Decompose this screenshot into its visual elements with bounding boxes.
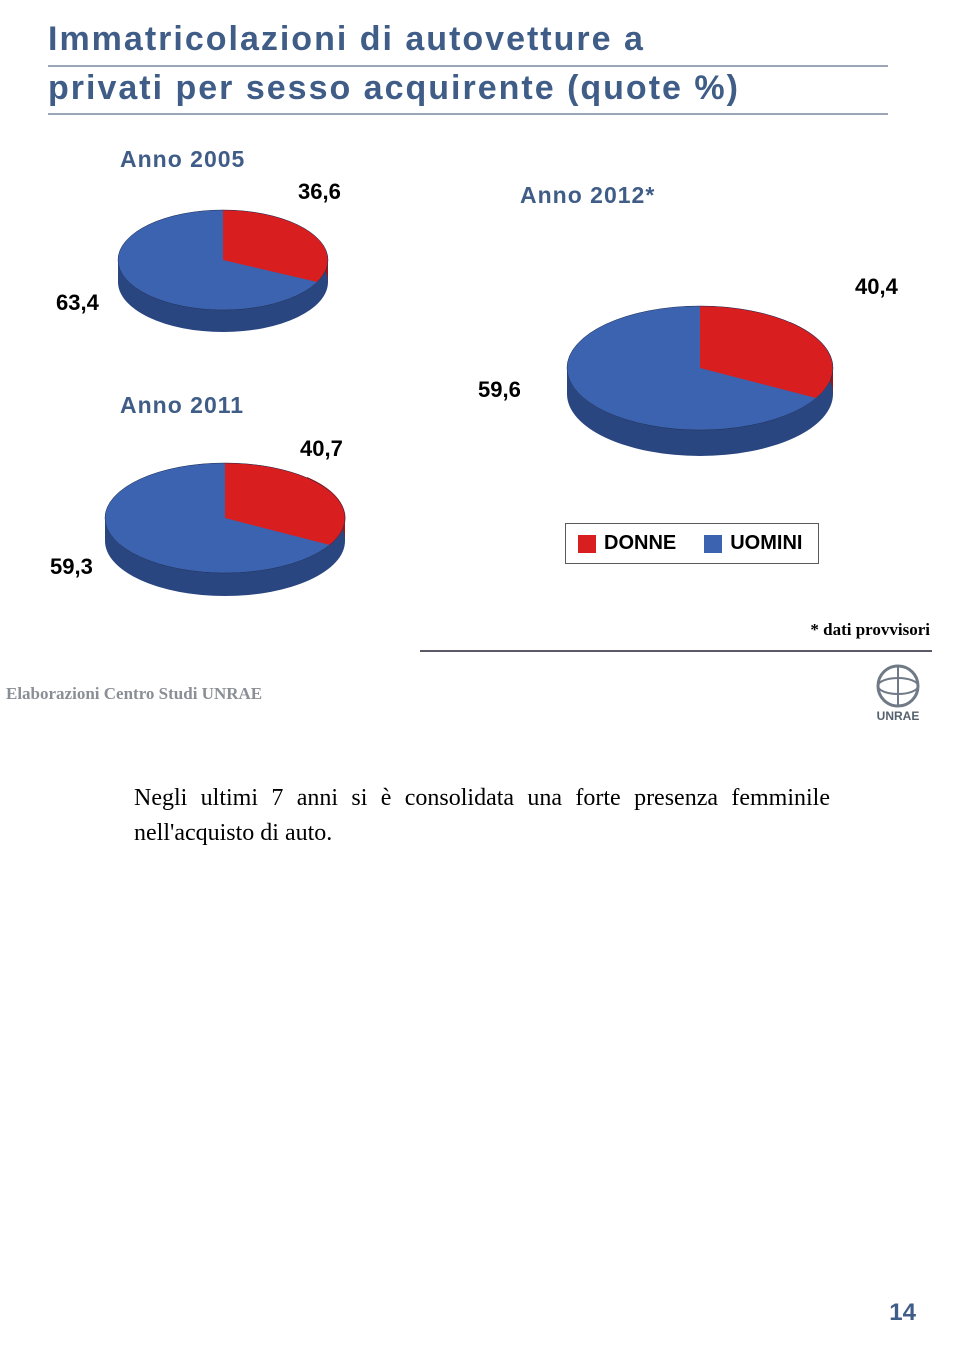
value-2005-uomini: 63,4 — [56, 290, 99, 316]
value-2005-donne: 36,6 — [298, 179, 341, 205]
pie-2012-svg — [555, 290, 845, 460]
legend-label-donne: DONNE — [604, 532, 676, 555]
title-line-1: Immatricolazioni di autovetture a — [48, 18, 888, 61]
title-line-2: privati per sesso acquirente (quote %) — [48, 67, 888, 110]
note-elaborazioni: Elaborazioni Centro Studi UNRAE — [6, 684, 262, 704]
unrae-logo: UNRAE — [862, 662, 934, 729]
note-dati-provvisori: * dati provvisori — [810, 620, 930, 640]
pie-2011 — [95, 448, 355, 603]
swatch-uomini — [704, 535, 722, 553]
swatch-donne — [578, 535, 596, 553]
label-anno-2011: Anno 2011 — [120, 392, 244, 419]
pie-2005 — [108, 200, 338, 340]
pie-2011-svg — [95, 448, 355, 603]
title-underline-2 — [48, 113, 888, 115]
footer-divider — [420, 650, 932, 652]
legend-item-uomini: UOMINI — [704, 532, 802, 555]
label-anno-2005: Anno 2005 — [120, 146, 245, 173]
value-2012-donne: 40,4 — [855, 274, 898, 300]
body-paragraph: Negli ultimi 7 anni si è consolidata una… — [134, 781, 830, 851]
value-2011-uomini: 59,3 — [50, 554, 93, 580]
label-anno-2012: Anno 2012* — [520, 182, 655, 209]
legend-label-uomini: UOMINI — [730, 532, 802, 555]
title-block: Immatricolazioni di autovetture a privat… — [48, 18, 888, 115]
pie-2005-svg — [108, 200, 338, 340]
value-2011-donne: 40,7 — [300, 436, 343, 462]
page-number: 14 — [889, 1299, 916, 1327]
pie-2012 — [555, 290, 845, 460]
legend: DONNE UOMINI — [565, 523, 819, 564]
legend-item-donne: DONNE — [578, 532, 676, 555]
value-2012-uomini: 59,6 — [478, 377, 521, 403]
logo-text: UNRAE — [877, 709, 920, 723]
